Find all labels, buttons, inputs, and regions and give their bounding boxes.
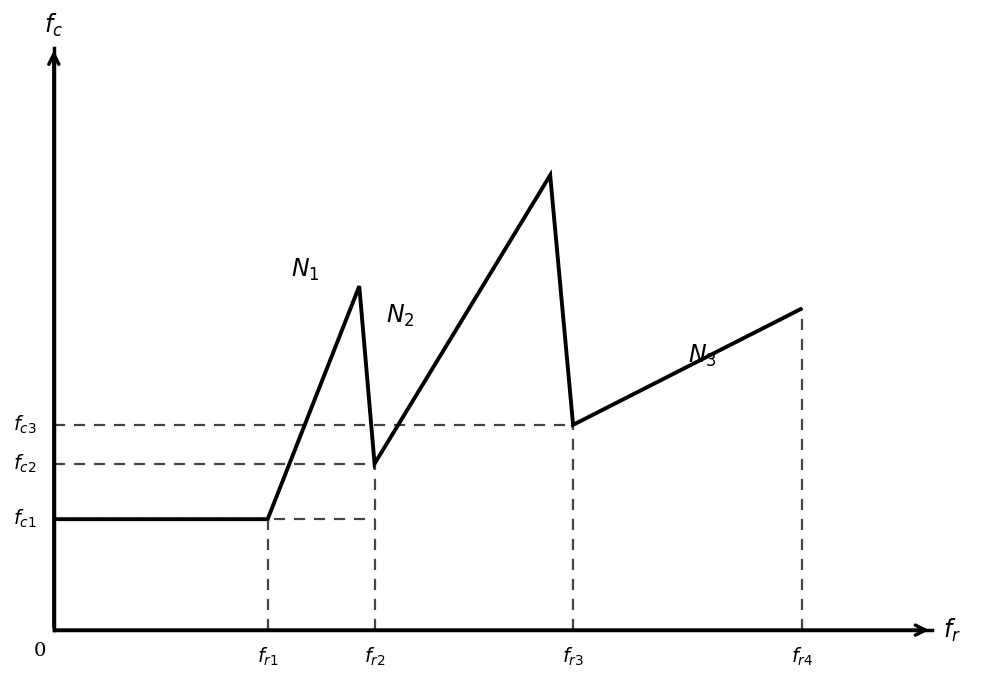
Text: $f_r$: $f_r$ [943, 616, 961, 644]
Text: $f_{r3}$: $f_{r3}$ [562, 646, 584, 668]
Text: $f_{c3}$: $f_{c3}$ [13, 414, 37, 436]
Text: $N_1$: $N_1$ [291, 257, 319, 283]
Text: $f_{c1}$: $f_{c1}$ [13, 508, 37, 530]
Text: $f_c$: $f_c$ [44, 12, 63, 39]
Text: $f_{r4}$: $f_{r4}$ [791, 646, 813, 668]
Text: $N_2$: $N_2$ [386, 303, 415, 329]
Text: 0: 0 [34, 642, 46, 660]
Text: $f_{r2}$: $f_{r2}$ [364, 646, 385, 668]
Text: $f_{r1}$: $f_{r1}$ [257, 646, 279, 668]
Text: $f_{c2}$: $f_{c2}$ [13, 453, 37, 475]
Text: $N_3$: $N_3$ [688, 344, 716, 370]
